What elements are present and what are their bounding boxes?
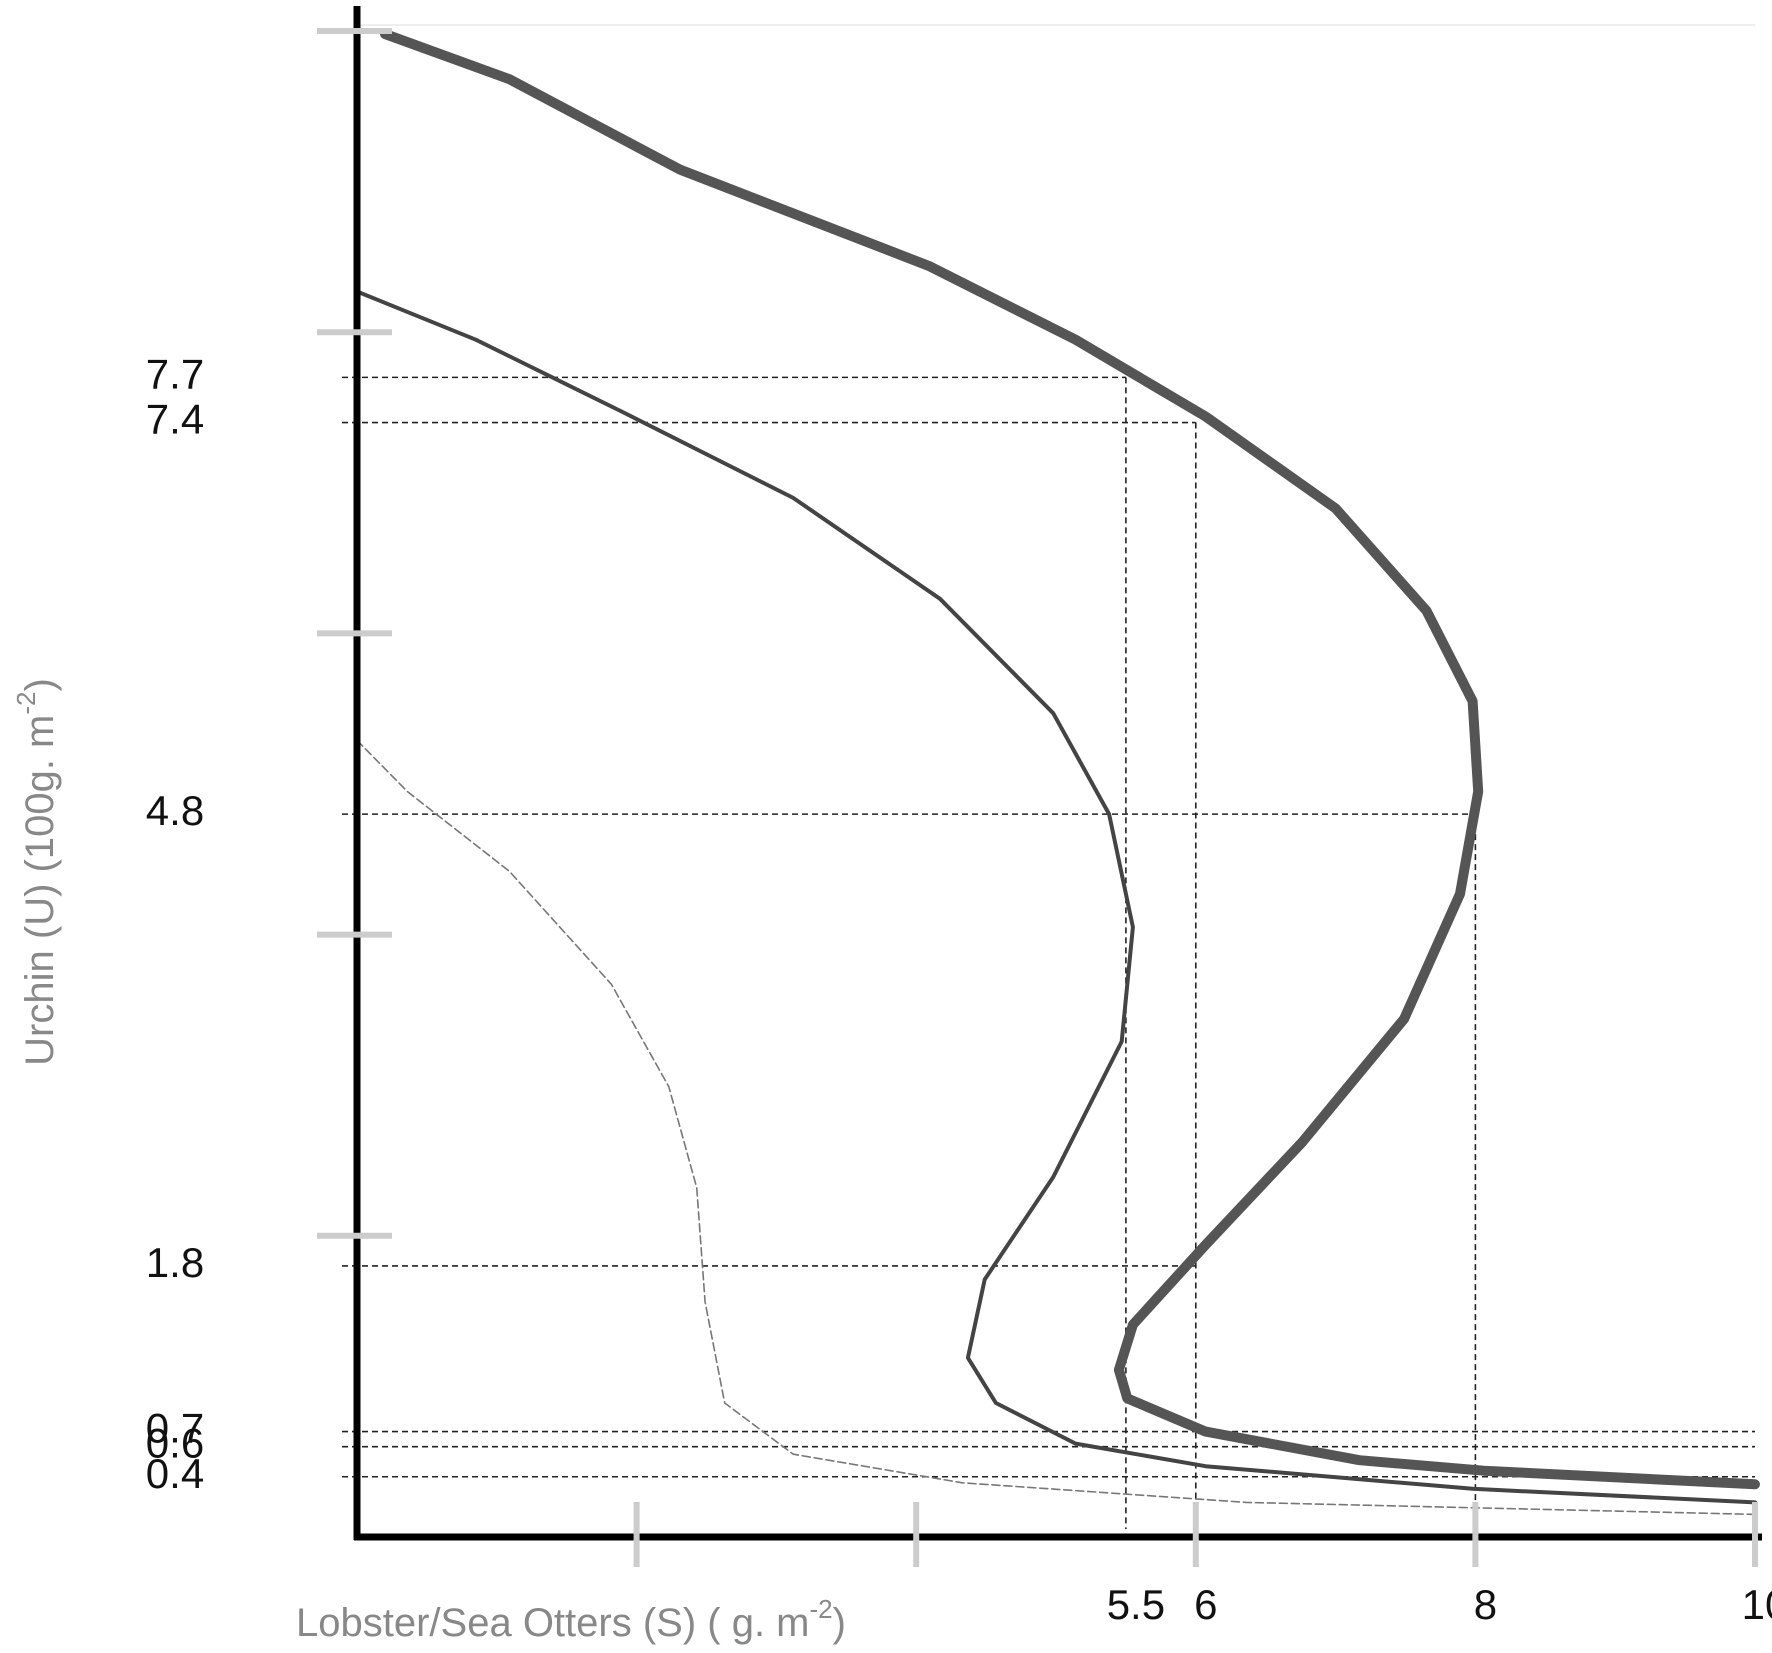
- curve-medium: [355, 289, 1757, 1505]
- x-label-sup: -2: [810, 1594, 833, 1624]
- x-reference-label: 8: [1474, 1581, 1497, 1628]
- y-axis-label: Urchin (U) (100g. m-2): [11, 678, 62, 1066]
- x-label-text: Lobster/Sea Otters (S) ( g. m: [296, 1601, 810, 1645]
- y-reference-label: 4.8: [146, 787, 204, 834]
- x-reference-label: 10: [1742, 1581, 1772, 1628]
- y-label-text: Urchin (U) (100g. m: [18, 715, 62, 1066]
- x-label-suffix: ): [833, 1601, 846, 1645]
- curve-thick: [380, 29, 1760, 1490]
- x-axis-label: Lobster/Sea Otters (S) ( g. m-2): [296, 1594, 846, 1645]
- y-reference-label: 0.7: [146, 1405, 204, 1452]
- y-label-sup: -2: [11, 692, 41, 715]
- x-reference-label: 6: [1194, 1581, 1217, 1628]
- y-reference-label: 0.6: [146, 1420, 204, 1467]
- y-reference-label: 7.7: [146, 350, 204, 397]
- x-reference-label: 5.5: [1107, 1581, 1165, 1628]
- y-reference-label: 1.8: [146, 1239, 204, 1286]
- curve-dashed: [356, 739, 1756, 1516]
- y-label-suffix: ): [18, 678, 62, 691]
- y-reference-label: 0.4: [146, 1450, 204, 1497]
- y-reference-label: 7.4: [146, 396, 204, 443]
